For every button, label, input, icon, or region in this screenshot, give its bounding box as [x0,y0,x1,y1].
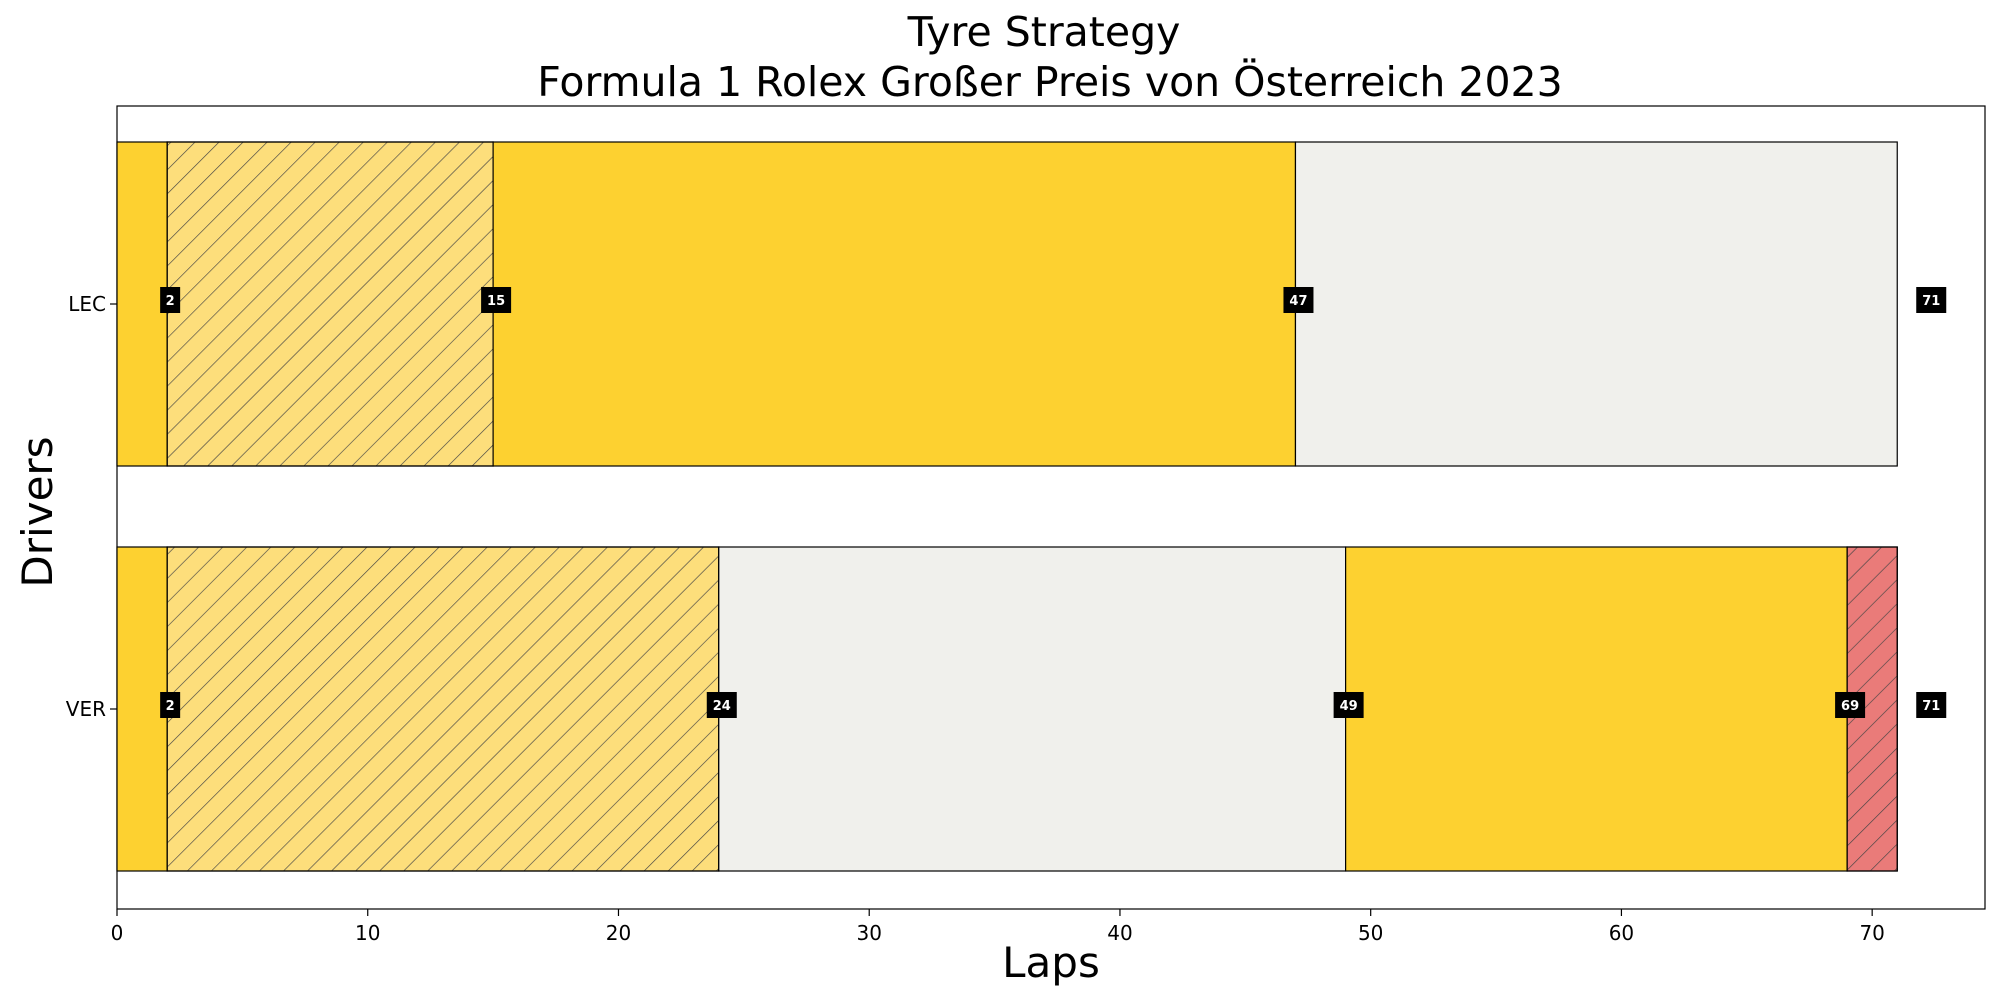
lap-tag-ver-1: 2 [166,699,175,714]
stint-hatch-ver-2 [166,546,720,872]
x-tick-label-20: 20 [606,921,631,945]
lap-tag-ver-2: 24 [713,699,731,714]
lap-tag-box-ver-4 [1835,692,1866,718]
x-tick-label-0: 0 [111,921,124,945]
x-axis-label: Laps [1002,938,1100,987]
stint-bar-lec-1 [116,141,168,467]
lap-tag-ver-5: 71 [1922,699,1940,714]
stint-bars [116,141,1898,872]
lap-tag-box-lec-3 [1283,287,1314,313]
lap-tag-box-ver-5 [1916,692,1947,718]
x-tick-label-60: 60 [1609,921,1634,945]
y-tick-label-lec: LEC [68,292,106,316]
lap-tag-box-lec-1 [160,287,181,313]
x-tick-label-50: 50 [1358,921,1383,945]
lap-tag-box-ver-3 [1333,692,1364,718]
stint-bar-lec-3 [492,141,1297,467]
lap-tag-ver-4: 69 [1841,699,1859,714]
x-axis-ticks: 0 10 20 30 40 50 60 70 [111,909,1885,945]
y-tick-label-ver: VER [66,697,106,721]
x-tick-label-40: 40 [1107,921,1132,945]
lap-tag-ver-3: 49 [1340,699,1358,714]
chart-title: Tyre Strategy [907,8,1181,56]
lap-tag-lec-4: 71 [1922,294,1940,309]
stint-bar-lec-4 [1294,141,1898,467]
chart-subtitle: Formula 1 Rolex Großer Preis von Österre… [537,58,1562,106]
lap-tag-box-ver-2 [706,692,737,718]
lap-tag-box-lec-2 [481,287,512,313]
lap-tags: 2 15 47 71 2 24 49 69 71 [160,287,1947,718]
lap-tag-lec-2: 15 [487,294,505,309]
stint-bar-ver-1 [116,546,168,872]
x-tick-label-70: 70 [1859,921,1884,945]
lap-tag-box-lec-4 [1916,287,1947,313]
y-axis-ticks: LEC VER [66,292,117,721]
x-tick-label-10: 10 [355,921,380,945]
lap-tag-lec-1: 2 [166,294,175,309]
stint-hatch-lec-2 [166,141,494,467]
lap-tag-box-ver-1 [160,692,181,718]
stint-bar-ver-3 [718,546,1347,872]
lap-tag-lec-3: 47 [1289,294,1307,309]
x-tick-label-30: 30 [856,921,881,945]
y-axis-label: Drivers [13,436,62,587]
stint-bar-ver-4 [1345,546,1848,872]
